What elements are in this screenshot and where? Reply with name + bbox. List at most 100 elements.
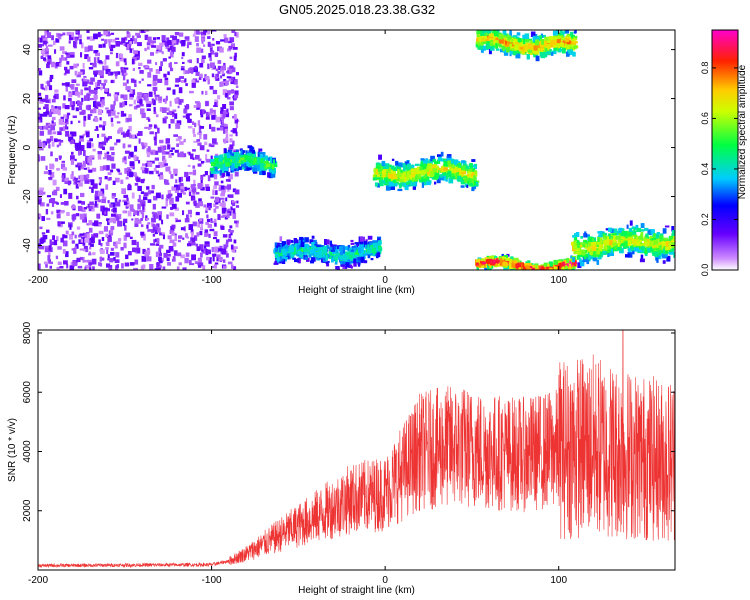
heatmap-cell	[503, 52, 509, 56]
heatmap-cell	[133, 267, 138, 270]
heatmap-cell	[98, 44, 103, 48]
heatmap-cell	[136, 177, 141, 183]
heatmap-cell	[666, 255, 671, 262]
heatmap-cell	[629, 220, 633, 226]
heatmap-cell	[357, 262, 361, 267]
heatmap-cell	[101, 99, 105, 105]
heatmap-cell	[492, 36, 495, 40]
heatmap-cell	[93, 94, 98, 100]
heatmap-cell	[421, 170, 426, 173]
heatmap-cell	[478, 43, 481, 47]
heatmap-cell	[532, 44, 535, 50]
heatmap-cell	[497, 39, 501, 43]
heatmap-cell	[139, 201, 143, 204]
heatmap-cell	[235, 131, 238, 137]
heatmap-cell	[56, 236, 59, 242]
heatmap-cell	[42, 43, 45, 47]
heatmap-cell	[349, 254, 353, 259]
heatmap-cell	[471, 179, 476, 186]
heatmap-cell	[182, 115, 188, 118]
heatmap-cell	[172, 89, 176, 95]
snr-frame	[37, 329, 676, 571]
heatmap-cell	[434, 161, 438, 165]
heatmap-cell	[122, 113, 127, 117]
heatmap-cell	[85, 155, 88, 162]
heatmap-cell	[194, 30, 197, 35]
heatmap-cell	[105, 55, 110, 60]
heatmap-cell	[174, 172, 178, 176]
heatmap-cell	[325, 255, 328, 261]
heatmap-cell	[230, 43, 235, 49]
heatmap-cell	[303, 248, 308, 252]
heatmap-cell	[201, 55, 206, 59]
heatmap-cell	[565, 38, 569, 43]
heatmap-cell	[110, 226, 115, 230]
heatmap-cell	[230, 166, 235, 171]
heatmap-cell	[248, 150, 253, 156]
heatmap-cell	[611, 235, 616, 241]
heatmap-cell	[470, 168, 475, 172]
heatmap-cell	[71, 205, 76, 209]
heatmap-cell	[473, 180, 476, 185]
heatmap-cell	[134, 156, 139, 162]
heatmap-cell	[127, 210, 132, 217]
heatmap-cell	[665, 241, 669, 247]
heatmap-cell	[124, 225, 127, 231]
heatmap-cell	[125, 42, 129, 47]
heatmap-cell	[215, 239, 220, 243]
heatmap-cell	[107, 136, 112, 139]
heatmap-cell	[110, 104, 115, 110]
heatmap-cell	[181, 40, 186, 46]
heatmap-cell	[476, 35, 481, 38]
heatmap-cell	[373, 243, 378, 248]
heatmap-cell	[570, 258, 574, 263]
heatmap-cell	[207, 202, 212, 209]
heatmap-cell	[94, 200, 97, 207]
heatmap-cell	[115, 252, 120, 258]
heatmap-cell	[128, 114, 132, 118]
heatmap-cell	[190, 229, 193, 234]
heatmap-cell	[45, 263, 48, 268]
heatmap-cell	[122, 210, 126, 213]
heatmap-cell	[225, 112, 230, 118]
heatmap-cell	[124, 262, 130, 267]
heatmap-cell	[233, 55, 237, 61]
heatmap-cell	[91, 89, 95, 94]
heatmap-cell	[228, 208, 231, 212]
heatmap-cell	[205, 76, 210, 81]
heatmap-cell	[91, 143, 94, 148]
spectrogram-data	[38, 24, 675, 270]
heatmap-cell	[75, 107, 79, 112]
heatmap-cell	[98, 230, 104, 235]
heatmap-cell	[62, 167, 68, 171]
heatmap-cell	[557, 264, 560, 268]
heatmap-cell	[415, 176, 419, 180]
heatmap-cell	[233, 94, 239, 99]
heatmap-cell	[253, 158, 256, 162]
heatmap-cell	[70, 131, 75, 137]
heatmap-cell	[323, 257, 326, 261]
heatmap-cell	[217, 95, 221, 100]
heatmap-cell	[350, 258, 353, 262]
heatmap-cell	[240, 157, 245, 161]
heatmap-cell	[146, 116, 150, 120]
heatmap-cell	[112, 180, 116, 185]
heatmap-cell	[388, 164, 392, 167]
heatmap-cell	[53, 138, 58, 143]
heatmap-cell	[340, 249, 344, 256]
heatmap-cell	[88, 253, 92, 256]
heatmap-cell	[316, 244, 321, 248]
heatmap-cell	[610, 228, 615, 233]
spectrogram-ylabel: Frequency (Hz)	[7, 116, 18, 185]
heatmap-cell	[493, 31, 499, 37]
heatmap-cell	[83, 75, 87, 78]
heatmap-cell	[95, 70, 100, 73]
heatmap-cell	[480, 24, 482, 26]
heatmap-cell	[376, 183, 380, 188]
heatmap-cell	[184, 257, 189, 264]
heatmap-cell	[56, 106, 62, 110]
heatmap-cell	[617, 242, 620, 247]
heatmap-cell	[660, 233, 664, 238]
heatmap-cell	[308, 249, 311, 253]
heatmap-cell	[221, 81, 224, 87]
